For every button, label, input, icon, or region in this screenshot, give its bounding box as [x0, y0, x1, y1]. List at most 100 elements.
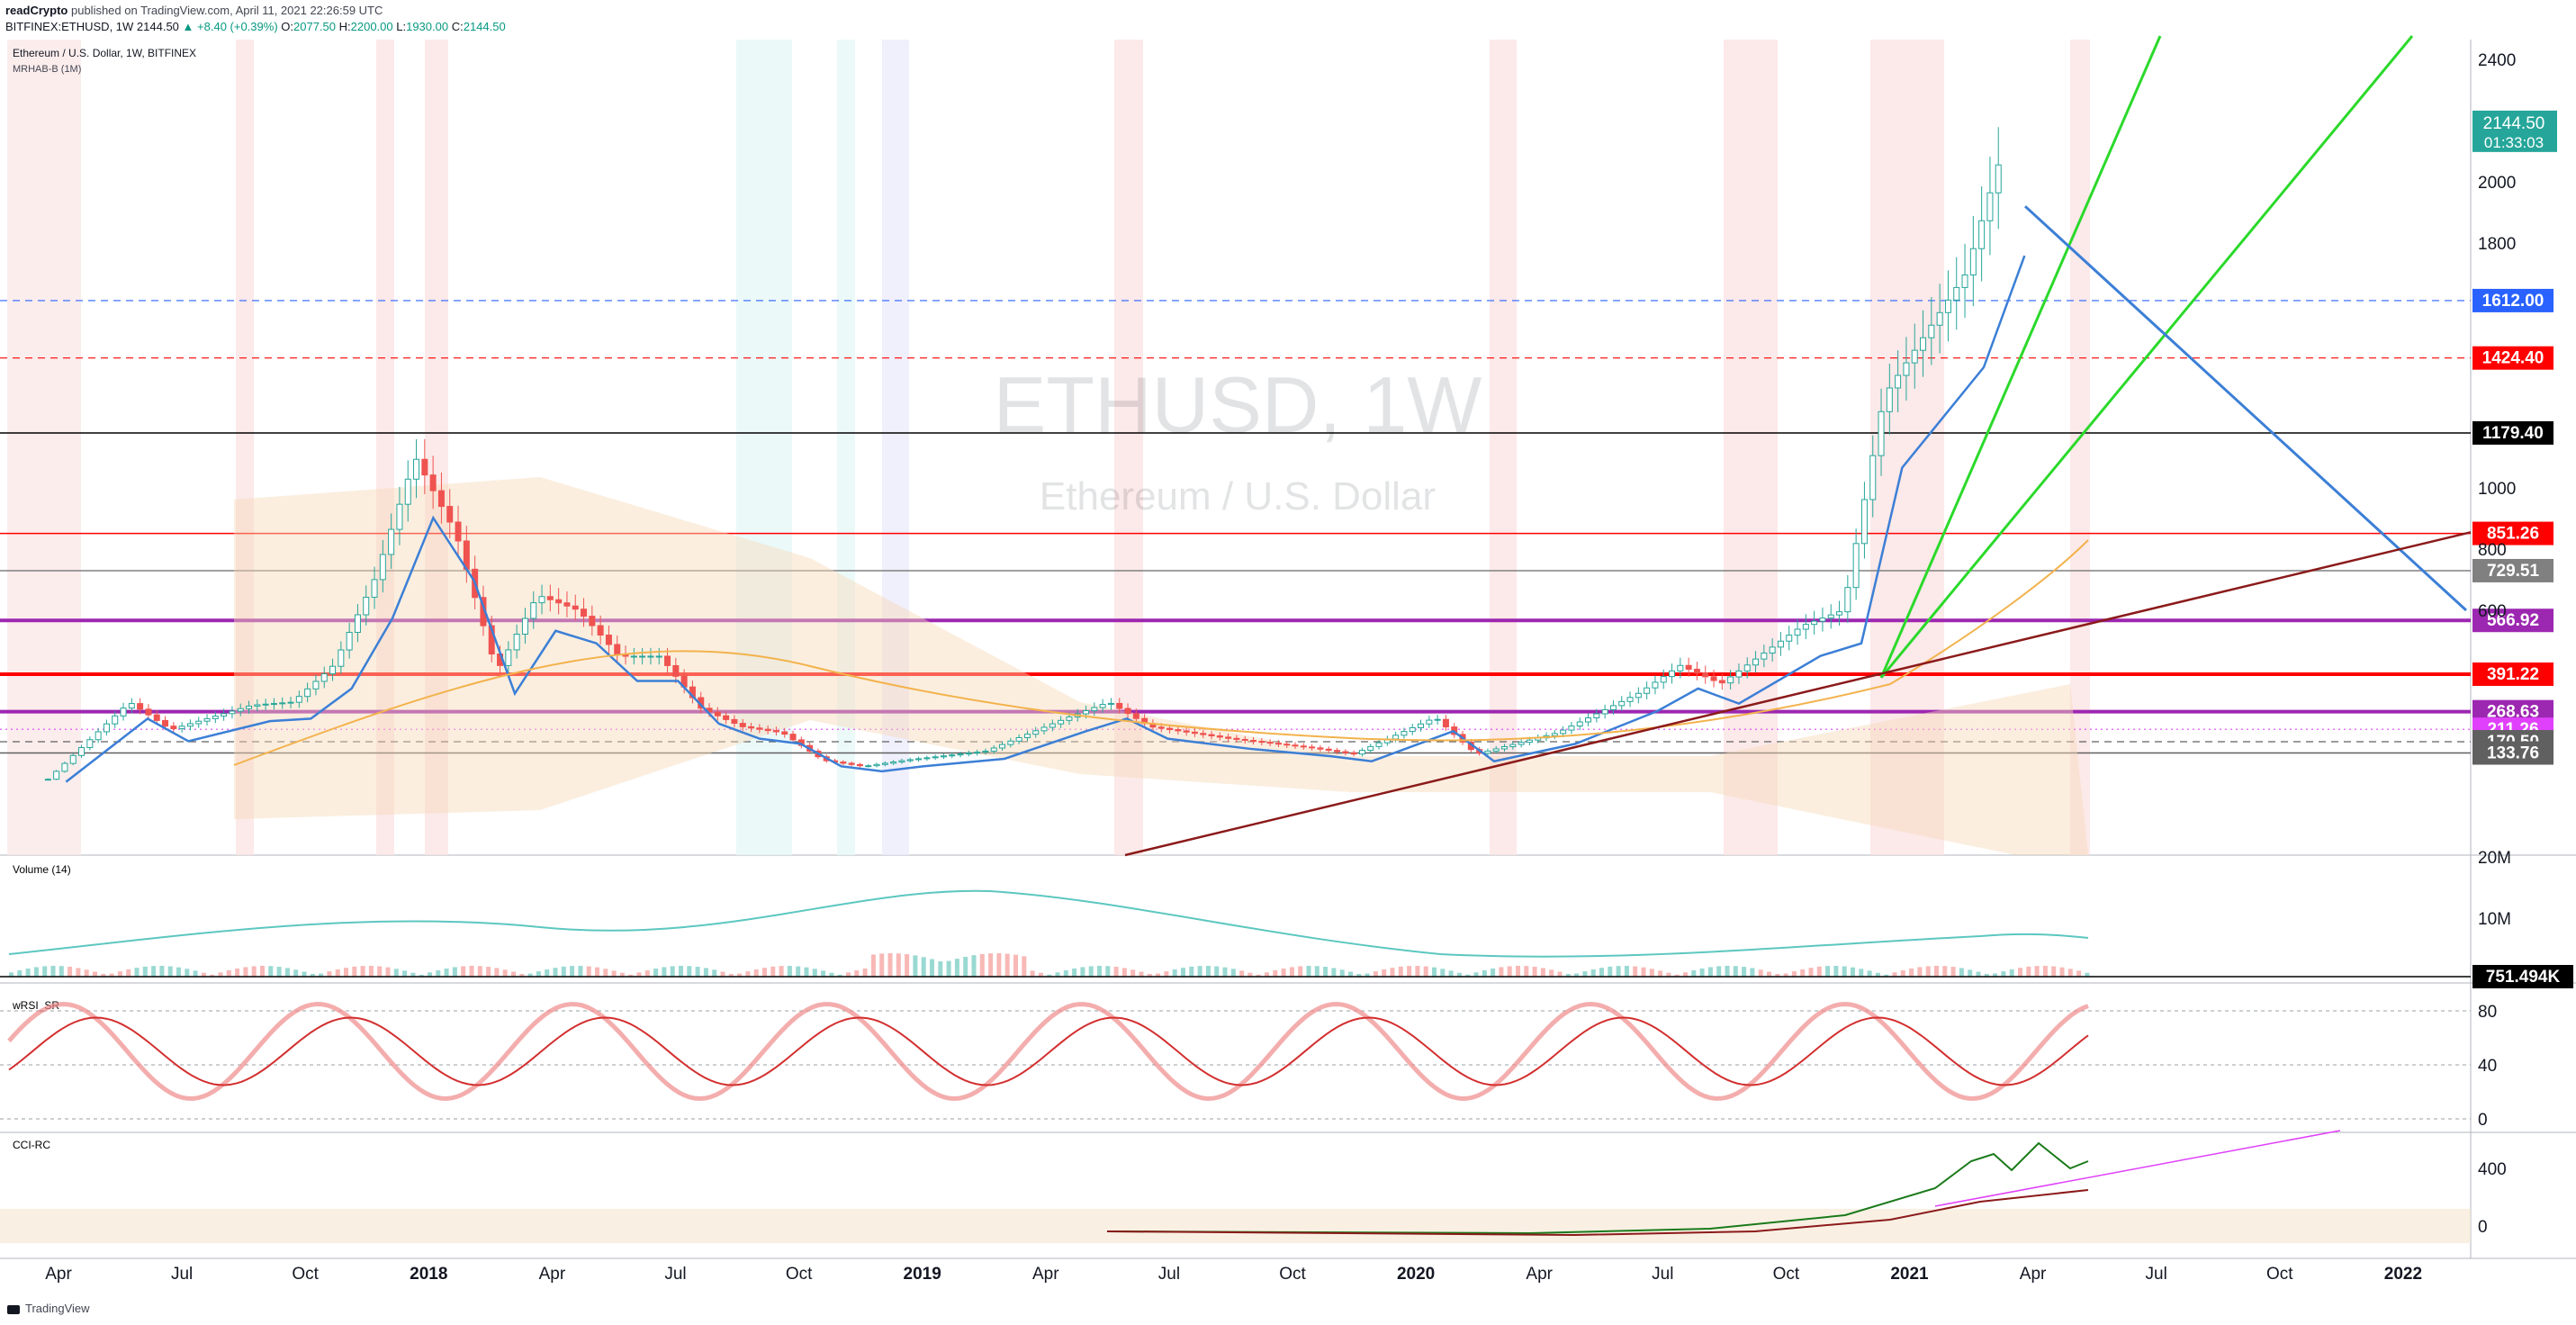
volume-bar [779, 966, 784, 977]
candle-body [1132, 713, 1139, 719]
volume-bar [185, 969, 190, 977]
volume-bar [444, 969, 449, 977]
volume-bar [703, 968, 708, 977]
volume-bar [1448, 970, 1454, 977]
candle-body [1769, 646, 1776, 654]
candle-body [949, 754, 956, 757]
volume-bar [335, 969, 340, 977]
candle-body [1794, 628, 1801, 636]
volume-bar [753, 969, 759, 977]
level-tag-391.22 [2472, 662, 2553, 686]
price-tick-600: 600 [2478, 602, 2507, 621]
volume-bar [1524, 966, 1529, 977]
maroon-trendline[interactable] [1124, 531, 2472, 857]
chart-legend-title: Ethereum / U.S. Dollar, 1W, BITFINEX [13, 47, 196, 59]
volume-bar [1699, 968, 1705, 977]
candle-body [1309, 746, 1316, 749]
volume-bar [1491, 968, 1496, 977]
candle-body [178, 726, 185, 730]
volume-bar [1298, 966, 1303, 977]
green-trendline-steep[interactable] [1879, 35, 2162, 679]
candle-body [940, 755, 947, 758]
candle-body [856, 763, 863, 767]
level-label-1179.40: 1179.40 [2482, 424, 2544, 443]
cci-tick-400: 400 [2478, 1160, 2507, 1179]
time-tick-2022: 2022 [2384, 1265, 2422, 1284]
candle-body [446, 506, 454, 523]
volume-bar [1499, 967, 1504, 977]
volume-bar [930, 959, 934, 977]
candle-body [1358, 750, 1365, 755]
volume-bar [745, 971, 751, 977]
volume-bar [402, 970, 408, 977]
candle-body [379, 554, 386, 581]
candle-body [1576, 721, 1583, 727]
candle-body [1040, 726, 1048, 732]
cci-pane: CCI-RC 400 0 [0, 1130, 2507, 1244]
volume-bar [670, 966, 675, 977]
candle-body [546, 596, 554, 600]
volume-bar [1004, 953, 1010, 977]
volume-bar [1121, 968, 1127, 977]
cci-pane-title: CCI-RC [13, 1139, 50, 1151]
candle-body [1116, 702, 1123, 709]
tradingview-footer[interactable]: TradingView [7, 1302, 90, 1315]
blue-trendline[interactable] [2023, 205, 2468, 612]
candle-body [1978, 220, 1986, 249]
author-name[interactable]: readCrypto [5, 4, 68, 17]
time-axis: Apr Jul Oct 2018 Apr Jul Oct 2019 Apr Jul Oct 2020 A… [45, 1265, 2422, 1284]
candle-body [1409, 726, 1416, 733]
candle-body [304, 688, 311, 698]
chart-canvas[interactable]: Ethereum / U.S. Dollar, 1W, BITFINEX MRH… [0, 0, 2576, 1296]
volume-bar [1984, 973, 1989, 977]
candle-body [1258, 741, 1265, 744]
candle-body [999, 744, 1006, 749]
rsi-fast-line [7, 1001, 2089, 1102]
candle-body [1601, 708, 1608, 715]
volume-bar [486, 967, 491, 977]
level-label-1612.00: 1612.00 [2482, 292, 2544, 311]
volume-bar [1750, 968, 1755, 977]
high-value: 2200.00 [350, 20, 393, 33]
volume-bar [1791, 971, 1797, 977]
time-tick-Oct: Oct [2266, 1265, 2293, 1284]
candle-body [1023, 734, 1031, 738]
watermark-symbol: ETHUSD, 1W [994, 360, 1482, 449]
level-label-729.51: 729.51 [2487, 562, 2540, 581]
candle-body [1995, 164, 2002, 194]
candle-body [1401, 731, 1408, 736]
volume-bar [9, 972, 14, 977]
green-trendline-shallow[interactable] [1879, 35, 2414, 679]
candle-body [1183, 730, 1190, 733]
volume-bar [1088, 966, 1094, 977]
candle-body [1225, 736, 1232, 739]
candle-body [128, 703, 135, 709]
volume-bar [1900, 969, 1905, 977]
volume-ma-line [8, 889, 2089, 958]
volume-bar [1382, 969, 1387, 977]
candle-body [429, 474, 437, 491]
candle-body [1860, 499, 1868, 545]
volume-bar [428, 972, 432, 977]
volume-bar [1833, 966, 1839, 977]
candle-body [1107, 702, 1114, 706]
volume-bar [821, 970, 826, 977]
time-tick-Jul: Jul [2146, 1265, 2167, 1284]
volume-bar [352, 966, 357, 977]
candle-body [1869, 455, 1877, 500]
candle-body [1786, 635, 1793, 642]
candle-body [371, 579, 378, 598]
candle-body [1836, 611, 1843, 616]
open-value: 2077.50 [293, 20, 336, 33]
volume-bar [1473, 972, 1479, 977]
time-tick-Apr: Apr [2020, 1265, 2047, 1284]
volume-bar [527, 973, 533, 977]
candle-body [1157, 726, 1165, 729]
volume-bar [126, 969, 131, 977]
volume-bar [1097, 966, 1102, 977]
cci-trendline[interactable] [1934, 1130, 2341, 1207]
volume-bar [243, 967, 248, 977]
highlight-band [882, 40, 909, 855]
volume-pane-title: Volume (14) [13, 863, 71, 876]
volume-bar [1808, 968, 1814, 977]
